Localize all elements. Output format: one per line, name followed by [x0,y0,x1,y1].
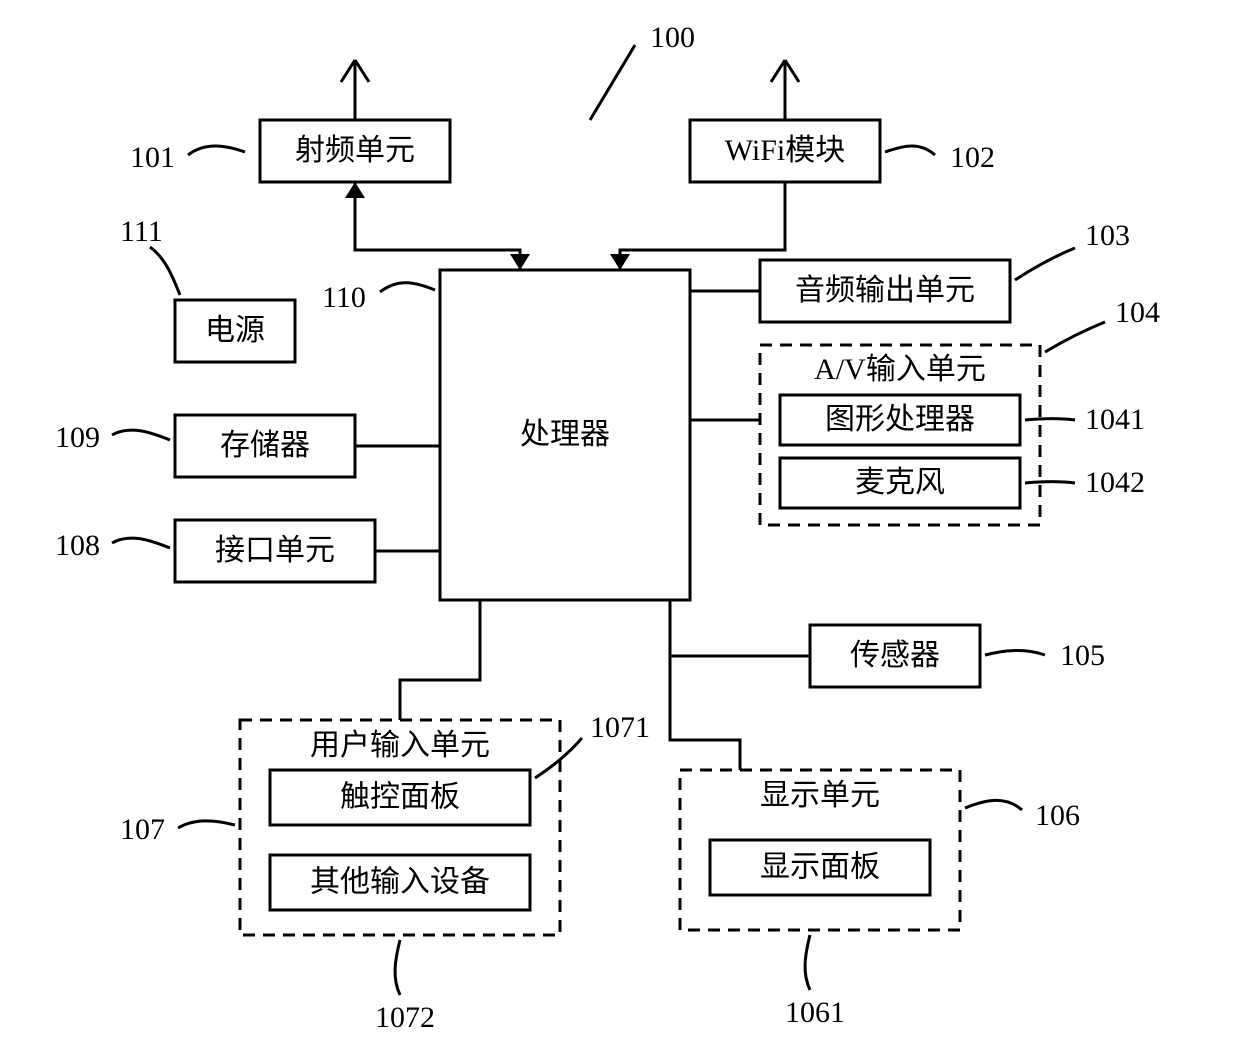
leader-other_input [395,940,400,995]
svg-text:触控面板: 触控面板 [340,780,460,813]
leader-memory [112,430,170,440]
ref-ui_group: 107 [120,813,165,846]
svg-text:存储器: 存储器 [220,429,310,462]
svg-text:处理器: 处理器 [520,418,610,451]
svg-text:图形处理器: 图形处理器 [825,403,975,436]
ref-interface: 108 [55,529,100,562]
leader-ui_group [178,821,235,828]
ref-mic: 1042 [1085,466,1145,499]
leader-main [590,45,635,120]
ref-other_input: 1072 [375,1001,435,1034]
ref-av_group: 104 [1115,296,1160,329]
leader-audio [1015,248,1075,280]
edge-processor-disp_group [670,600,740,770]
svg-text:音频输出单元: 音频输出单元 [795,274,975,307]
node-main [590,45,635,120]
svg-text:其他输入设备: 其他输入设备 [310,865,490,898]
svg-text:麦克风: 麦克风 [855,466,945,499]
ref-main: 100 [650,21,695,54]
leader-processor [380,283,435,292]
edge-rf-processor [355,182,520,270]
leader-power [150,247,180,295]
edge-processor-sensor [670,600,810,656]
svg-text:WiFi模块: WiFi模块 [725,134,845,167]
edge-processor-ui_group [400,600,480,720]
ref-rf: 101 [130,141,175,174]
ref-sensor: 105 [1060,639,1105,672]
leader-disp_panel [805,935,810,990]
ref-disp_group: 106 [1035,799,1080,832]
ref-power: 111 [120,215,163,248]
ref-touch: 1071 [590,711,650,744]
svg-text:射频单元: 射频单元 [295,134,415,167]
leader-rf [188,146,245,155]
leader-wifi [885,146,935,155]
svg-text:显示单元: 显示单元 [760,779,880,812]
ref-disp_panel: 1061 [785,996,845,1029]
ref-memory: 109 [55,421,100,454]
leader-mic [1025,482,1075,484]
leader-interface [112,538,170,548]
leader-sensor [985,650,1045,655]
ref-gpu: 1041 [1085,403,1145,436]
svg-text:传感器: 传感器 [850,639,940,672]
svg-text:电源: 电源 [205,314,265,347]
ref-audio: 103 [1085,219,1130,252]
edge-wifi-processor [620,182,785,270]
leader-disp_group [965,800,1022,810]
leader-gpu [1025,419,1075,421]
svg-text:用户输入单元: 用户输入单元 [310,729,490,762]
ref-wifi: 102 [950,141,995,174]
ref-processor: 110 [322,281,366,314]
svg-text:A/V输入单元: A/V输入单元 [814,353,986,386]
leader-av_group [1045,322,1105,352]
svg-text:显示面板: 显示面板 [760,850,880,883]
svg-text:接口单元: 接口单元 [215,534,335,567]
